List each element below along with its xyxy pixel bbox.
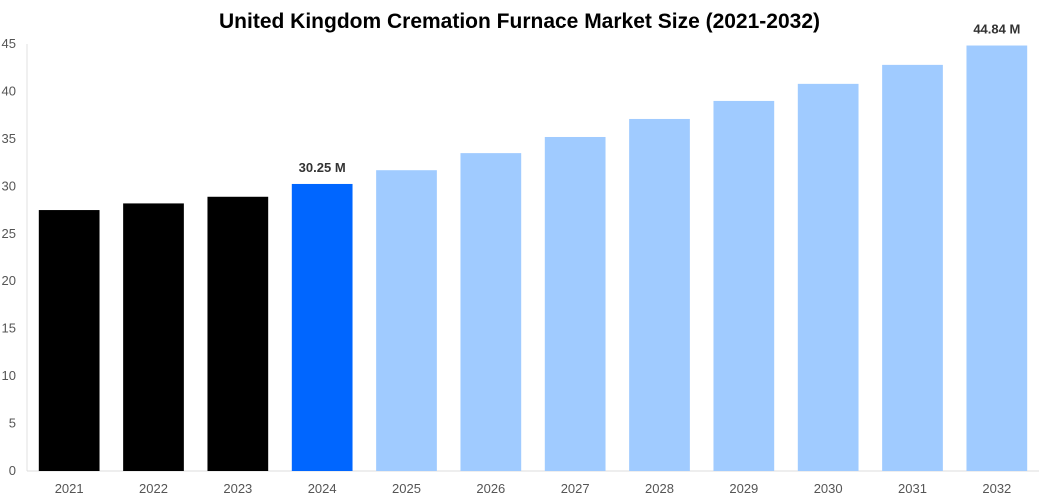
y-tick-label: 30 xyxy=(2,178,16,193)
bar-2022 xyxy=(123,203,184,471)
bars xyxy=(38,45,1028,472)
bar-2029 xyxy=(713,100,775,471)
y-axis-ticks: 0 5 10 15 20 25 30 35 40 45 xyxy=(2,36,16,478)
bar-2028 xyxy=(629,118,690,471)
bar-2031 xyxy=(882,64,943,472)
bar-2021 xyxy=(38,210,100,472)
x-tick-label: 2025 xyxy=(392,481,421,496)
data-label: 44.84 M xyxy=(973,22,1020,37)
data-labels: 30.25 M 44.84 M xyxy=(299,22,1021,175)
x-axis-ticks: 2021 2022 2023 2024 2025 2026 2027 2028 2029 2030… xyxy=(55,481,1012,496)
x-tick-label: 2030 xyxy=(814,481,843,496)
x-tick-label: 2027 xyxy=(561,481,590,496)
chart-title: United Kingdom Cremation Furnace Market … xyxy=(219,10,820,33)
y-tick-label: 25 xyxy=(2,226,16,241)
y-tick-label: 15 xyxy=(2,321,16,336)
x-tick-label: 2032 xyxy=(982,481,1011,496)
y-tick-label: 45 xyxy=(2,36,16,51)
bar-2023 xyxy=(207,196,269,471)
x-tick-label: 2021 xyxy=(55,481,84,496)
x-tick-label: 2023 xyxy=(223,481,252,496)
y-tick-label: 40 xyxy=(2,83,16,98)
x-tick-label: 2024 xyxy=(308,481,337,496)
x-tick-label: 2031 xyxy=(898,481,927,496)
y-tick-label: 10 xyxy=(2,368,16,383)
y-tick-label: 35 xyxy=(2,131,16,146)
bar-2027 xyxy=(544,136,606,472)
x-tick-label: 2026 xyxy=(476,481,505,496)
bar-2024 xyxy=(291,183,353,471)
y-tick-label: 0 xyxy=(9,463,16,478)
y-tick-label: 5 xyxy=(9,416,16,431)
data-label: 30.25 M xyxy=(299,160,346,175)
bar-2030 xyxy=(797,83,859,471)
bar-2025 xyxy=(376,170,437,472)
x-tick-label: 2028 xyxy=(645,481,674,496)
bar-2026 xyxy=(460,153,522,471)
bar-2032 xyxy=(966,45,1028,472)
x-tick-label: 2022 xyxy=(139,481,168,496)
y-tick-label: 20 xyxy=(2,273,16,288)
x-tick-label: 2029 xyxy=(729,481,758,496)
